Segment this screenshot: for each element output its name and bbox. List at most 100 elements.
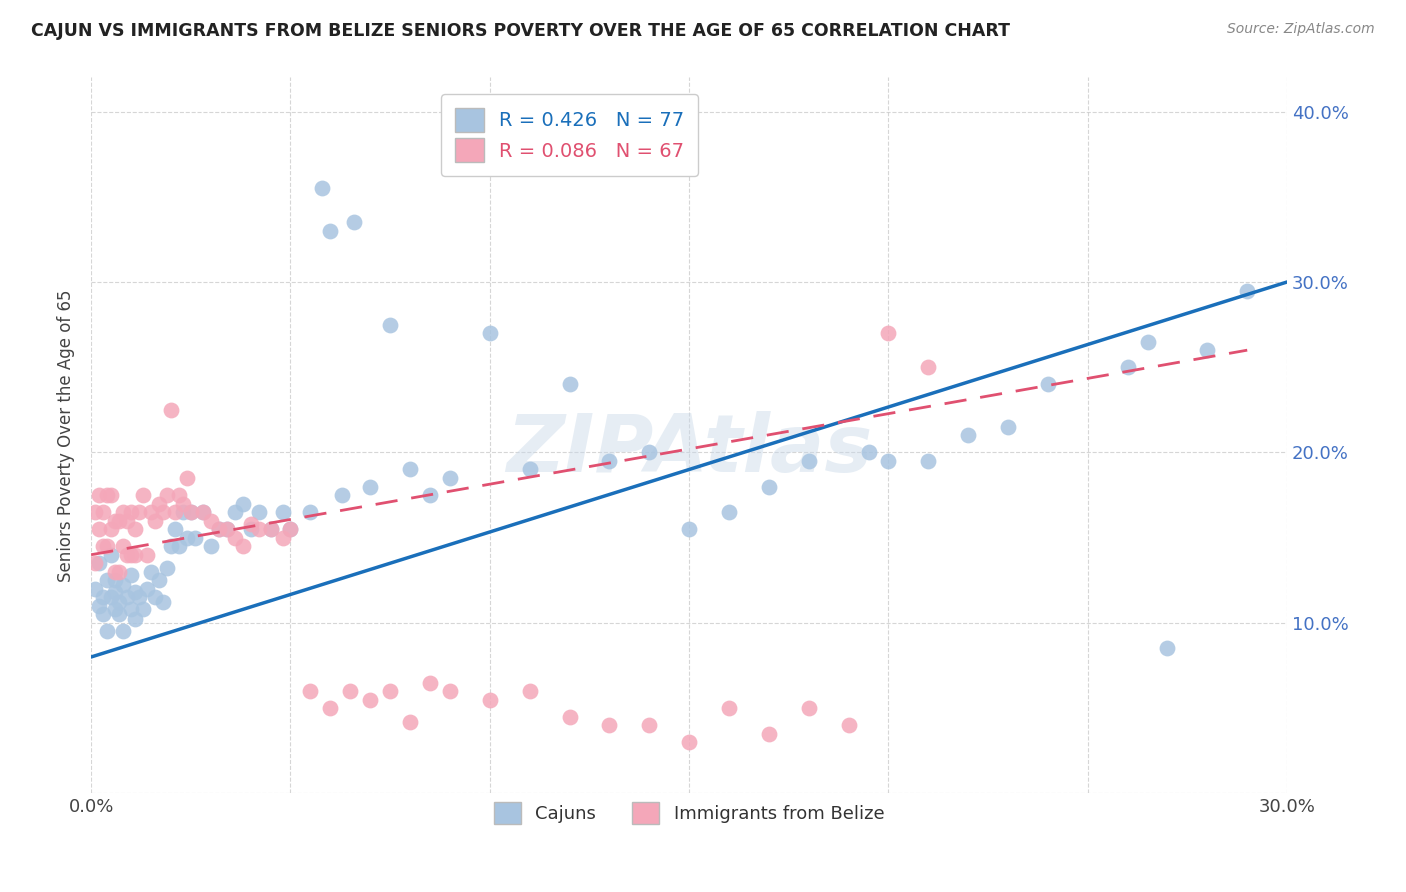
Point [124, 585, 146, 599]
Point [299, 684, 322, 698]
Point [120, 505, 142, 519]
Point [139, 505, 162, 519]
Point [156, 488, 179, 502]
Point [717, 701, 740, 715]
Point [91, 505, 114, 519]
Point [172, 505, 194, 519]
Point [136, 548, 159, 562]
Point [797, 701, 820, 715]
Point [1136, 334, 1159, 349]
Point [139, 565, 162, 579]
Point [319, 701, 342, 715]
Point [271, 531, 294, 545]
Point [838, 718, 860, 732]
Point [224, 505, 246, 519]
Point [176, 531, 198, 545]
Point [858, 445, 880, 459]
Point [89, 522, 111, 536]
Point [84, 556, 107, 570]
Point [558, 709, 581, 723]
Point [89, 556, 111, 570]
Legend: Cajuns, Immigrants from Belize: Cajuns, Immigrants from Belize [482, 790, 896, 834]
Point [104, 514, 127, 528]
Point [136, 582, 159, 596]
Point [100, 548, 122, 562]
Point [100, 591, 122, 605]
Point [124, 548, 146, 562]
Point [239, 516, 262, 531]
Point [112, 624, 135, 639]
Point [359, 479, 381, 493]
Point [152, 595, 174, 609]
Point [247, 505, 270, 519]
Point [208, 522, 231, 536]
Point [319, 224, 342, 238]
Point [132, 488, 155, 502]
Point [89, 599, 111, 613]
Point [84, 505, 107, 519]
Point [1116, 360, 1139, 375]
Point [247, 522, 270, 536]
Point [128, 591, 150, 605]
Point [160, 402, 183, 417]
Point [120, 568, 142, 582]
Point [96, 624, 118, 639]
Point [478, 326, 501, 340]
Y-axis label: Seniors Poverty Over the Age of 65: Seniors Poverty Over the Age of 65 [58, 289, 75, 582]
Point [1197, 343, 1219, 358]
Point [232, 539, 254, 553]
Point [997, 420, 1019, 434]
Point [167, 488, 190, 502]
Point [156, 561, 179, 575]
Point [160, 539, 183, 553]
Point [678, 735, 700, 749]
Point [148, 497, 170, 511]
Point [638, 445, 661, 459]
Point [124, 612, 146, 626]
Point [419, 675, 441, 690]
Point [439, 684, 461, 698]
Point [167, 539, 190, 553]
Point [215, 522, 238, 536]
Point [678, 522, 700, 536]
Point [200, 539, 222, 553]
Point [191, 505, 214, 519]
Point [163, 522, 186, 536]
Point [797, 454, 820, 468]
Point [191, 505, 214, 519]
Point [91, 591, 114, 605]
Point [478, 692, 501, 706]
Point [104, 585, 127, 599]
Point [96, 488, 118, 502]
Point [108, 607, 131, 622]
Point [259, 522, 281, 536]
Point [343, 215, 366, 229]
Point [100, 522, 122, 536]
Point [143, 591, 166, 605]
Point [280, 522, 302, 536]
Point [124, 522, 146, 536]
Point [758, 727, 780, 741]
Point [957, 428, 980, 442]
Point [419, 488, 441, 502]
Point [104, 602, 127, 616]
Point [200, 514, 222, 528]
Point [108, 565, 131, 579]
Point [84, 582, 107, 596]
Point [359, 692, 381, 706]
Point [1156, 641, 1178, 656]
Point [1236, 284, 1258, 298]
Point [104, 565, 127, 579]
Point [100, 488, 122, 502]
Point [128, 505, 150, 519]
Point [120, 548, 142, 562]
Point [115, 514, 138, 528]
Point [184, 531, 207, 545]
Point [215, 522, 238, 536]
Point [152, 505, 174, 519]
Point [311, 181, 333, 195]
Point [148, 574, 170, 588]
Point [180, 505, 202, 519]
Point [208, 522, 231, 536]
Point [877, 454, 900, 468]
